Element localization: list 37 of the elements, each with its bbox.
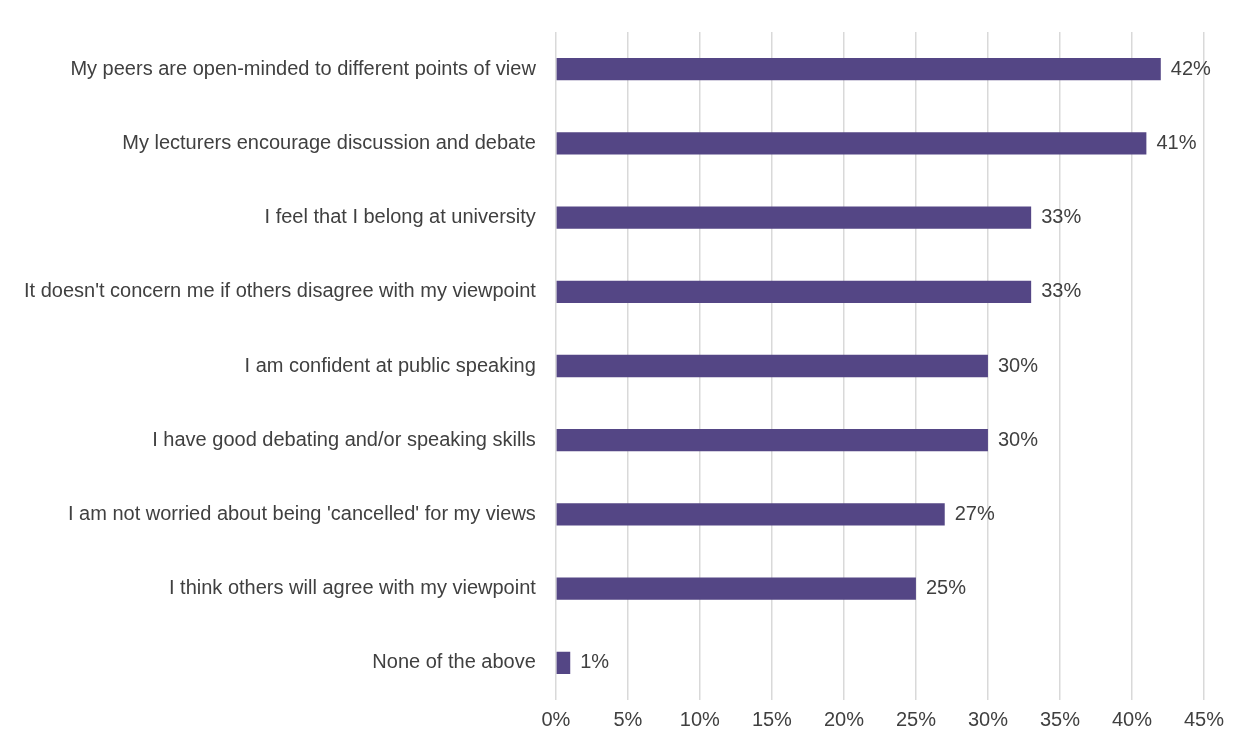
bar <box>556 57 1161 81</box>
x-tick-label: 25% <box>895 707 937 730</box>
bar <box>556 503 945 526</box>
y-tick-label: I feel that I belong at university <box>264 205 536 228</box>
data-label: 27% <box>954 501 995 524</box>
x-tick-label: 45% <box>1183 707 1225 730</box>
x-tick-label: 20% <box>823 707 865 730</box>
data-label: 33% <box>1041 205 1082 228</box>
x-tick-label: 30% <box>967 707 1009 730</box>
data-label: 30% <box>997 427 1039 450</box>
data-label: 41% <box>1156 130 1197 153</box>
y-tick-label: I have good debating and/or speaking skills <box>152 427 536 450</box>
x-tick-label: 15% <box>751 707 793 730</box>
y-tick-label: It doesn't concern me if others disagree with my viewpoint <box>23 279 537 302</box>
data-label: 33% <box>1041 279 1082 302</box>
x-tick-label: 5% <box>613 707 643 730</box>
y-tick-label: I am not worried about being 'cancelled' for my views <box>67 501 536 524</box>
y-tick-label: I think others will agree with my viewpoint <box>169 576 537 599</box>
data-label: 42% <box>1170 56 1212 79</box>
bar <box>556 132 1147 155</box>
data-label: 25% <box>925 576 967 599</box>
bar <box>556 206 1032 229</box>
bar <box>556 651 571 675</box>
x-tick-label: 0% <box>541 707 571 730</box>
data-label: 1% <box>580 650 610 673</box>
x-tick-label: 35% <box>1039 707 1081 730</box>
bar <box>556 280 1032 303</box>
bar <box>556 354 988 378</box>
y-tick-label: None of the above <box>372 650 536 673</box>
y-tick-label: My lecturers encourage discussion and debate <box>122 130 536 153</box>
y-tick-label: I am confident at public speaking <box>244 353 536 376</box>
y-tick-label: My peers are open-minded to different points of view <box>70 56 537 79</box>
bar <box>556 577 916 600</box>
data-label: 30% <box>997 353 1039 376</box>
x-tick-label: 40% <box>1111 707 1153 730</box>
x-tick-label: 10% <box>679 707 721 730</box>
bar <box>556 429 988 452</box>
